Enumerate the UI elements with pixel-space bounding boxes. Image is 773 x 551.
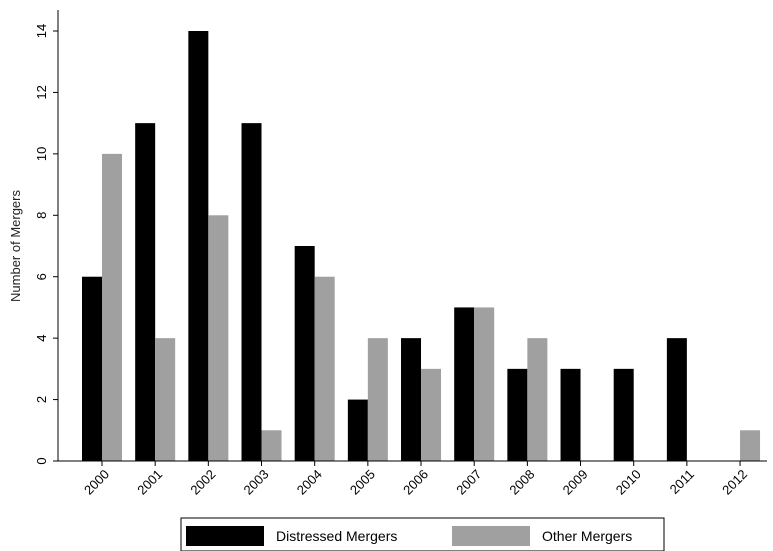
x-tick-label: 2001 [134, 467, 165, 498]
bar-distressed-2006 [401, 338, 422, 461]
bar-distressed-2005 [347, 399, 368, 461]
legend-label-distressed: Distressed Mergers [276, 528, 397, 544]
y-tick-label: 10 [34, 147, 49, 161]
x-tick-label: 2008 [506, 467, 537, 498]
y-tick-label: 8 [34, 212, 49, 219]
x-tick-label: 2012 [719, 467, 750, 498]
bar-other-2006 [421, 368, 442, 461]
x-tick-label: 2002 [187, 467, 218, 498]
bar-distressed-2009 [560, 368, 581, 461]
legend-swatch-other [452, 526, 530, 546]
bar-distressed-2011 [666, 338, 687, 461]
x-tick-label: 2006 [400, 467, 431, 498]
y-tick-label: 2 [34, 396, 49, 403]
bar-distressed-2001 [135, 123, 156, 462]
legend-swatch-distressed [186, 526, 264, 546]
bar-other-2003 [261, 430, 282, 461]
bar-distressed-2003 [241, 123, 262, 462]
bar-other-2005 [367, 338, 388, 461]
x-tick-label: 2004 [294, 467, 325, 498]
legend: Distressed Mergers Other Mergers [180, 517, 665, 551]
y-tick-label: 12 [34, 85, 49, 99]
bar-distressed-2010 [613, 368, 634, 461]
bar-distressed-2007 [454, 307, 475, 461]
bar-other-2000 [102, 153, 122, 461]
legend-label-other: Other Mergers [542, 528, 632, 544]
bar-other-2001 [155, 338, 176, 461]
x-tick-label: 2011 [667, 467, 697, 497]
bar-other-2004 [314, 276, 335, 461]
legend-frame [180, 517, 665, 551]
y-axis-title: Number of Mergers [8, 190, 23, 302]
bar-other-2007 [474, 307, 495, 461]
y-tick-label: 0 [34, 457, 49, 464]
x-tick-label: 2005 [347, 467, 378, 498]
bars-group [82, 31, 761, 462]
x-tick-label: 2007 [453, 467, 484, 498]
x-tick-label: 2009 [560, 467, 591, 498]
bar-other-2008 [527, 338, 548, 461]
y-tick-label: 6 [34, 273, 49, 280]
bar-other-2002 [208, 215, 229, 461]
bar-distressed-2008 [507, 368, 528, 461]
x-tick-label: 2003 [241, 467, 272, 498]
y-axis-ticks: 0 2 4 6 8 10 12 14 [34, 24, 58, 465]
bar-distressed-2000 [82, 276, 102, 461]
bar-distressed-2004 [294, 246, 315, 461]
x-tick-label: 2000 [81, 467, 112, 498]
y-tick-label: 4 [34, 335, 49, 342]
bar-distressed-2002 [188, 31, 209, 461]
x-axis-ticks: 2000 2001 2002 2003 2004 2005 2006 2007 2008 2009… [81, 461, 750, 498]
y-tick-label: 14 [34, 24, 49, 38]
x-tick-label: 2010 [613, 467, 644, 498]
bar-other-2012 [740, 430, 761, 461]
